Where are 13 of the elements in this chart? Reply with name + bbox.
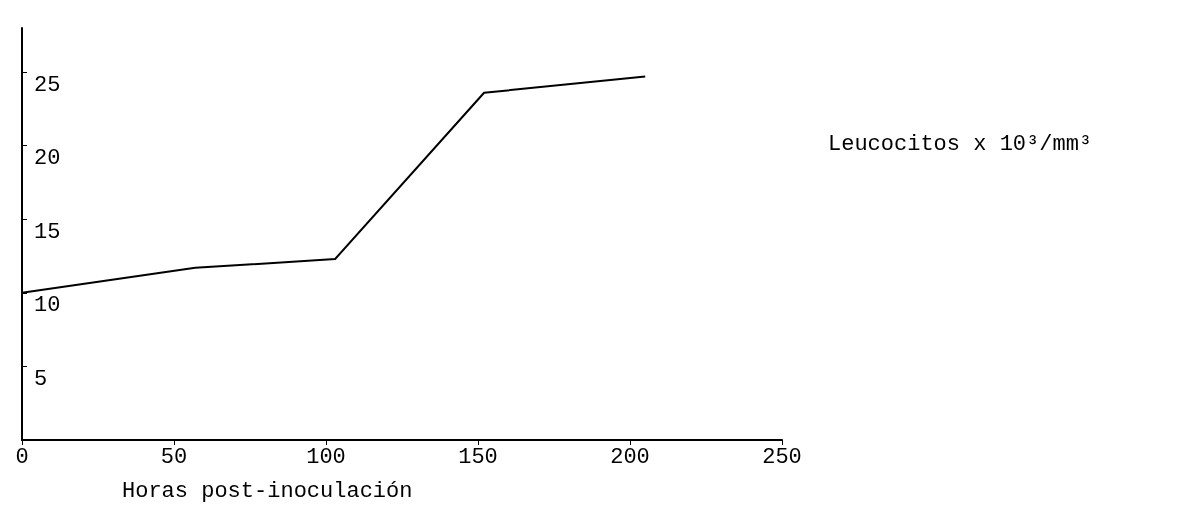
y-tick-label: 10 (34, 293, 61, 319)
y-tick-label: 5 (34, 366, 48, 392)
x-tick-label: 150 (458, 444, 498, 470)
x-tick-label: 50 (160, 444, 188, 470)
x-tick-label: 200 (610, 444, 650, 470)
y-tick-label: 20 (34, 146, 61, 172)
y-tick-label: 15 (34, 219, 61, 245)
y-axis-title: Leucocitos x 10³/mm³ (828, 131, 1093, 157)
y-tick-label: 25 (34, 72, 61, 98)
x-tick-label: 0 (15, 444, 29, 470)
x-axis-title: Horas post-inoculación (122, 478, 413, 504)
x-tick-label: 250 (762, 444, 802, 470)
x-tick-label: 100 (306, 444, 346, 470)
